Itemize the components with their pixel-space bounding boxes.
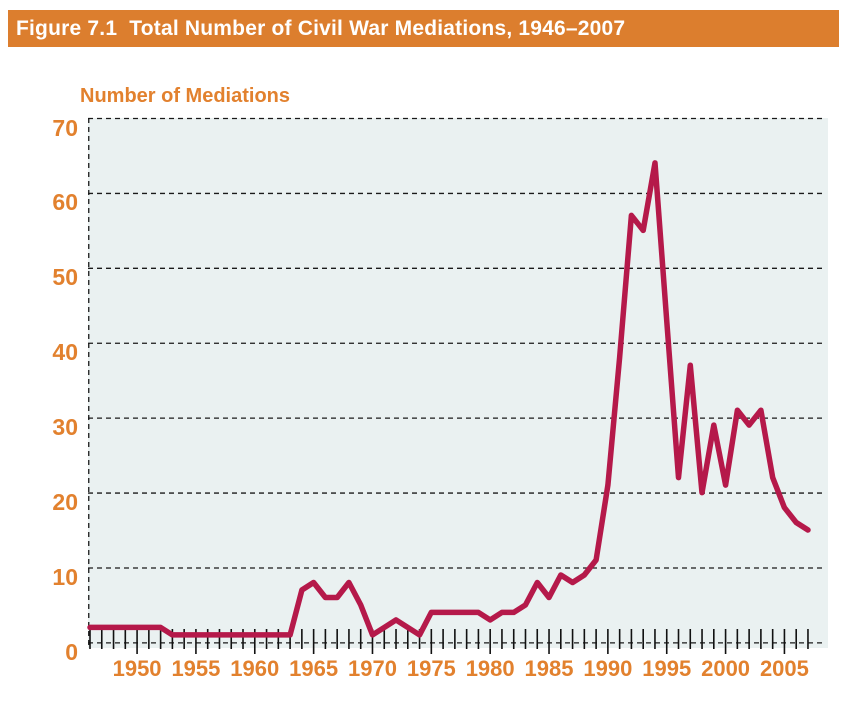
x-tick-label-2005: 2005 — [759, 656, 809, 681]
x-tick-label-1955: 1955 — [171, 656, 221, 681]
x-tick-label-1985: 1985 — [524, 656, 574, 681]
x-tick-label-1950: 1950 — [112, 656, 162, 681]
y-tick-label-60: 60 — [52, 189, 78, 216]
x-tick-label-1975: 1975 — [406, 656, 456, 681]
x-tick-label-1990: 1990 — [583, 656, 633, 681]
mediations-data-line — [87, 160, 811, 638]
y-tick-label-50: 50 — [52, 264, 78, 291]
y-tick-label-10: 10 — [52, 563, 78, 590]
y-tick-label-20: 20 — [52, 489, 78, 516]
figure-title-bar: Figure 7.1 Total Number of Civil War Med… — [8, 10, 839, 47]
x-tick-label-1995: 1995 — [642, 656, 692, 681]
x-tick-label-1965: 1965 — [289, 656, 339, 681]
chart-canvas — [87, 117, 823, 654]
figure-title: Figure 7.1 Total Number of Civil War Med… — [16, 16, 626, 40]
x-tick-label-1970: 1970 — [347, 656, 397, 681]
x-tick-label-1960: 1960 — [230, 656, 280, 681]
plot-area — [87, 117, 828, 654]
y-tick-label-40: 40 — [52, 339, 78, 366]
y-tick-label-30: 30 — [52, 414, 78, 441]
x-tick-label-1980: 1980 — [465, 656, 515, 681]
y-tick-label-70: 70 — [52, 114, 78, 141]
x-tick-label-2000: 2000 — [701, 656, 751, 681]
y-tick-label-0: 0 — [65, 638, 78, 665]
y-axis-title: Number of Mediations — [80, 85, 291, 107]
